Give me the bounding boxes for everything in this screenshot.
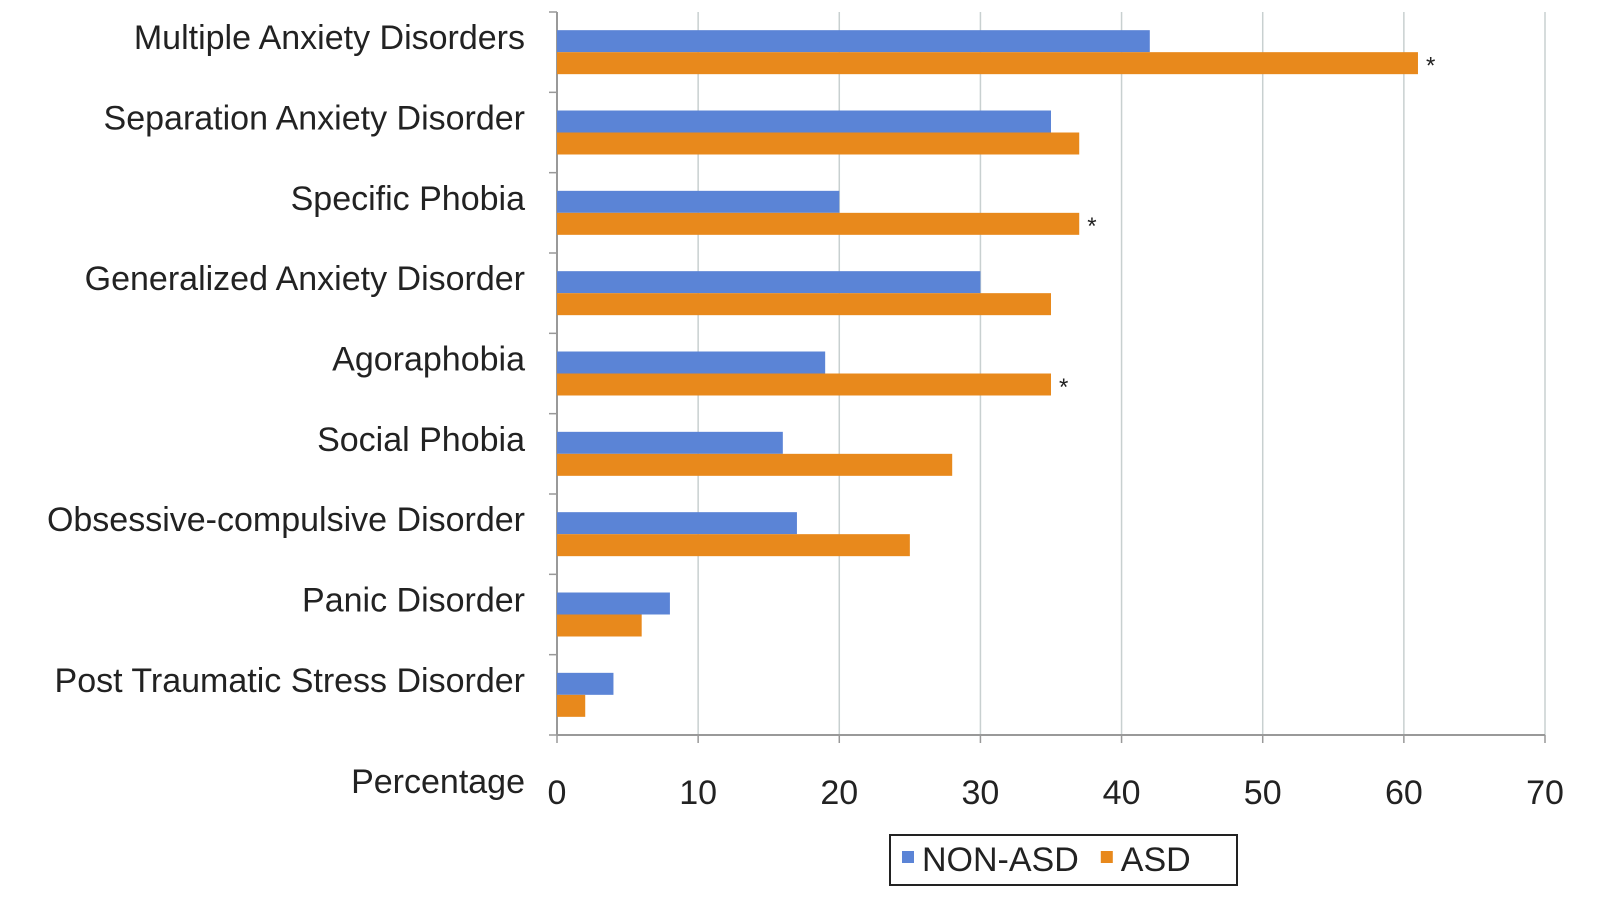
bar (557, 592, 670, 615)
x-tick-label: 70 (1526, 774, 1564, 812)
y-tick-label: Separation Anxiety Disorder (104, 99, 525, 137)
bar (557, 190, 840, 213)
bar (557, 373, 1051, 396)
legend-label: ASD (1121, 841, 1191, 879)
bar (557, 512, 797, 535)
legend-swatch (902, 851, 914, 863)
bar (557, 534, 910, 557)
y-tick-label: Multiple Anxiety Disorders (134, 19, 525, 57)
y-tick-label: Generalized Anxiety Disorder (85, 260, 525, 298)
annotation: * (1059, 374, 1068, 401)
y-tick-label: Panic Disorder (302, 581, 525, 619)
x-tick-label: 50 (1244, 774, 1282, 812)
x-tick-label: 40 (1103, 774, 1141, 812)
bar (557, 351, 826, 374)
annotation: * (1087, 213, 1096, 240)
legend-swatch (1100, 851, 1113, 863)
x-tick-label: 20 (820, 774, 858, 812)
y-tick-label: Specific Phobia (291, 180, 525, 218)
bar (557, 293, 1051, 316)
annotation: * (1426, 53, 1435, 80)
x-tick-label: 30 (962, 774, 1000, 812)
y-tick-label: Post Traumatic Stress Disorder (55, 662, 525, 700)
x-axis-label: Percentage (351, 763, 525, 801)
bar (557, 694, 586, 717)
legend-box (889, 834, 1238, 886)
y-tick-label: Social Phobia (317, 421, 525, 459)
bar (557, 212, 1080, 235)
bar (557, 431, 783, 454)
bar (557, 672, 614, 695)
y-tick-label: Agoraphobia (332, 340, 525, 378)
x-tick-label: 0 (548, 774, 567, 812)
x-tick-label: 60 (1385, 774, 1423, 812)
bar (557, 271, 981, 294)
x-tick-label: 10 (679, 774, 717, 812)
bar (557, 614, 642, 637)
bar (557, 110, 1051, 133)
bar (557, 30, 1150, 53)
bar (557, 132, 1080, 155)
y-tick-label: Obsessive-compulsive Disorder (47, 501, 525, 539)
bar (557, 453, 953, 476)
legend-label: NON-ASD (922, 841, 1079, 879)
bar (557, 52, 1418, 75)
